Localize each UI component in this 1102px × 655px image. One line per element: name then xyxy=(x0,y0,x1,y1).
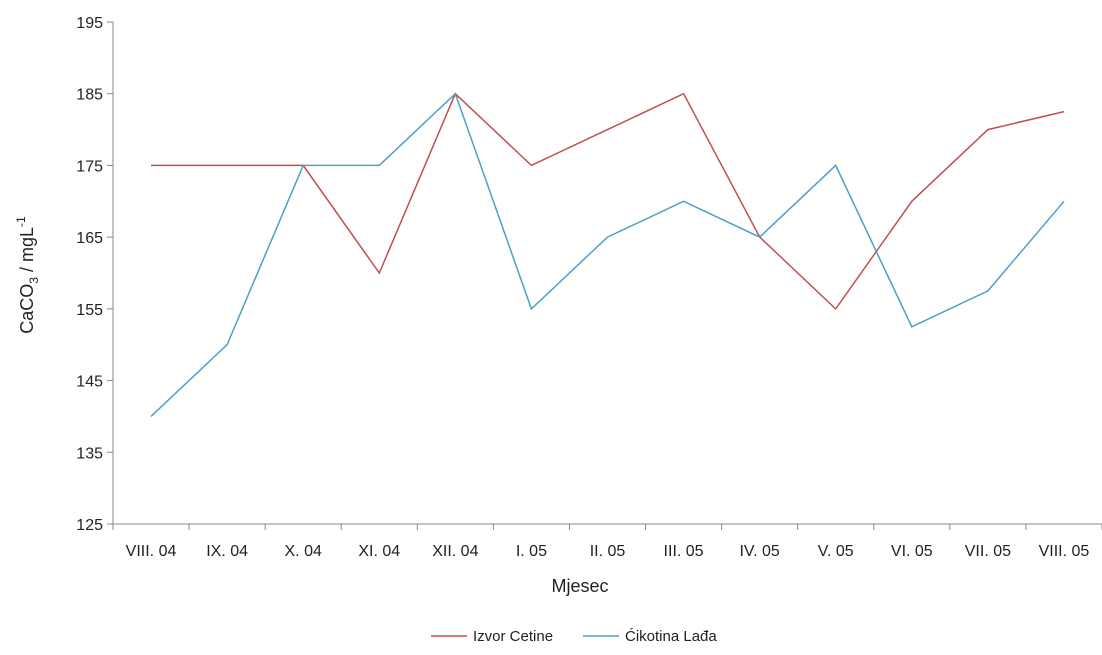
x-tick-label: I. 05 xyxy=(516,543,547,560)
x-tick-label: III. 05 xyxy=(664,543,704,560)
x-tick-label: IX. 04 xyxy=(206,543,248,560)
x-tick-label: VII. 05 xyxy=(965,543,1011,560)
x-tick-label: XII. 04 xyxy=(432,543,478,560)
y-axis: 125 135 145 155 165 175 185 195 xyxy=(76,15,114,534)
x-tick-label: V. 05 xyxy=(818,543,854,560)
series-layer xyxy=(150,92,1065,417)
y-tick-label: 195 xyxy=(76,15,103,32)
legend: Izvor Cetine Ćikotina Lađa xyxy=(431,628,717,645)
legend-label-1: Izvor Cetine xyxy=(473,628,553,645)
legend-label-2: Ćikotina Lađa xyxy=(625,628,717,645)
x-tick-label: VIII. 04 xyxy=(126,543,177,560)
y-tick-label: 125 xyxy=(76,517,103,534)
y-tick-label: 145 xyxy=(76,374,103,391)
x-tick-label: X. 04 xyxy=(285,543,322,560)
y-tick-label: 155 xyxy=(76,302,103,319)
x-axis-title: Mjesec xyxy=(551,576,608,596)
x-axis: VIII. 04 IX. 04 X. 04 XI. 04 XII. 04 I. 05 II.… xyxy=(112,523,1102,560)
x-tick-label: IV. 05 xyxy=(739,543,779,560)
y-tick-label: 185 xyxy=(76,87,103,104)
y-axis-title-subscript: 3 xyxy=(27,277,41,284)
y-axis-title-main: CaCO xyxy=(17,284,37,334)
x-tick-label: XI. 04 xyxy=(358,543,400,560)
series-line-2 xyxy=(150,92,1065,417)
x-tick-label: II. 05 xyxy=(590,543,626,560)
y-axis-title-unit: / mgL xyxy=(17,227,37,277)
y-tick-label: 175 xyxy=(76,158,103,175)
x-tick-label: VIII. 05 xyxy=(1039,543,1090,560)
y-axis-title: CaCO3 / mgL-1 xyxy=(14,216,41,334)
y-tick-label: 165 xyxy=(76,230,103,247)
y-axis-title-superscript: -1 xyxy=(14,216,28,227)
x-tick-label: VI. 05 xyxy=(891,543,933,560)
y-tick-label: 135 xyxy=(76,445,103,462)
